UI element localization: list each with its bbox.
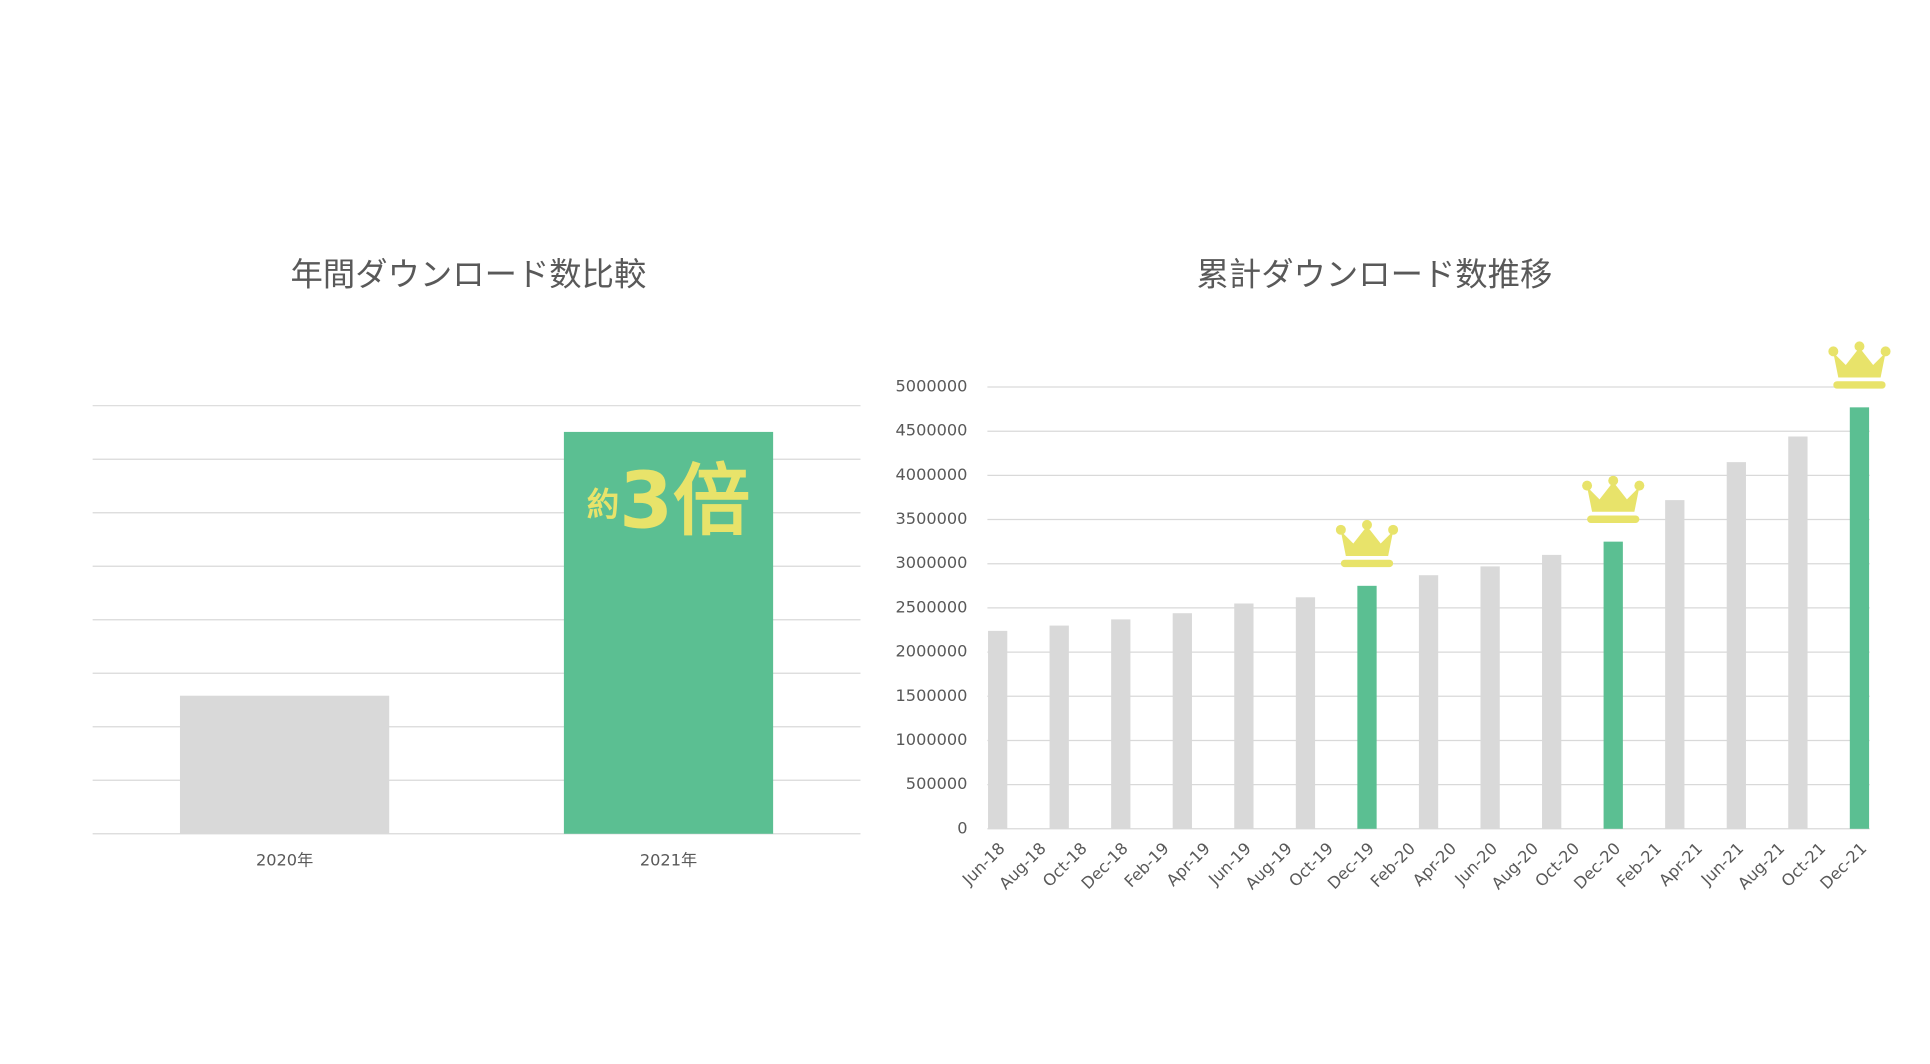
y-tick-label: 1000000 (896, 730, 968, 749)
bar (1788, 436, 1808, 829)
y-tick-label: 2000000 (896, 642, 968, 661)
x-tick-label: Feb-19 (1120, 839, 1172, 891)
bar (179, 695, 390, 834)
y-tick-label: 2500000 (896, 597, 968, 616)
bar (1603, 541, 1623, 829)
y-tick-label: 5000000 (896, 377, 968, 396)
bar (1295, 597, 1316, 829)
x-tick-label: Aug-21 (1734, 839, 1788, 893)
x-tick-label: Apr-20 (1409, 839, 1460, 890)
bar (1542, 554, 1562, 829)
bar (1049, 625, 1069, 829)
crown-icon (1828, 341, 1891, 389)
crown-shape (1587, 481, 1640, 512)
x-tick-label: Aug-19 (1242, 839, 1296, 893)
crown-jewel (1608, 475, 1619, 486)
y-tick-label: 4000000 (896, 465, 968, 484)
crown-base (1340, 559, 1394, 568)
annotation: 約3倍 (587, 457, 750, 547)
crown-jewel (1634, 480, 1645, 491)
y-tick-label: 4500000 (896, 421, 968, 440)
crown-icon (1582, 475, 1645, 523)
crown-shape (1833, 347, 1886, 378)
x-tick-label: Apr-21 (1655, 839, 1706, 890)
bar (1111, 619, 1131, 829)
y-tick-label: 3500000 (896, 509, 968, 528)
x-tick-label: Dec-18 (1078, 839, 1132, 893)
chart-title: 累計ダウンロード数推移 (1197, 255, 1553, 293)
crown-base (1833, 381, 1886, 389)
x-tick-label: Feb-20 (1367, 839, 1419, 891)
y-tick-label: 500000 (906, 774, 968, 793)
x-tick-label: Feb-21 (1613, 839, 1665, 891)
x-tick-label: Dec-20 (1570, 839, 1624, 893)
crown-jewel (1362, 519, 1372, 530)
crown-icon (1335, 519, 1399, 568)
bar (1849, 407, 1870, 829)
annotation-part: 約 (587, 486, 619, 524)
bar (1172, 613, 1192, 829)
crown-base (1587, 515, 1640, 523)
y-tick-label: 1500000 (896, 686, 968, 705)
bar (988, 630, 1008, 829)
bar (1234, 603, 1254, 829)
bar (1665, 500, 1685, 829)
crown-jewel (1335, 524, 1346, 535)
y-tick-label: 3000000 (896, 553, 968, 572)
bar (1726, 462, 1746, 829)
y-tick-label: 0 (957, 818, 967, 837)
annotation-part: 3倍 (619, 457, 750, 547)
bar (1418, 575, 1439, 829)
bar (1357, 585, 1377, 829)
x-tick-label: Aug-18 (995, 839, 1049, 893)
crown-jewel (1880, 346, 1891, 357)
x-tick-label: Apr-19 (1163, 839, 1214, 890)
x-tick-label: Dec-21 (1816, 839, 1870, 893)
bar (563, 431, 774, 834)
x-tick-label: Dec-19 (1324, 839, 1378, 893)
x-tick-label: Aug-20 (1488, 839, 1542, 893)
crown-shape (1340, 526, 1394, 556)
chart-title: 年間ダウンロード数比較 (291, 255, 647, 293)
x-tick-label: 2020年 (256, 851, 313, 870)
crown-jewel (1854, 341, 1865, 352)
crown-jewel (1388, 524, 1399, 535)
crown-jewel (1582, 480, 1593, 491)
bar (1480, 566, 1500, 829)
x-tick-label: 2021年 (640, 851, 697, 870)
crown-jewel (1828, 346, 1839, 357)
